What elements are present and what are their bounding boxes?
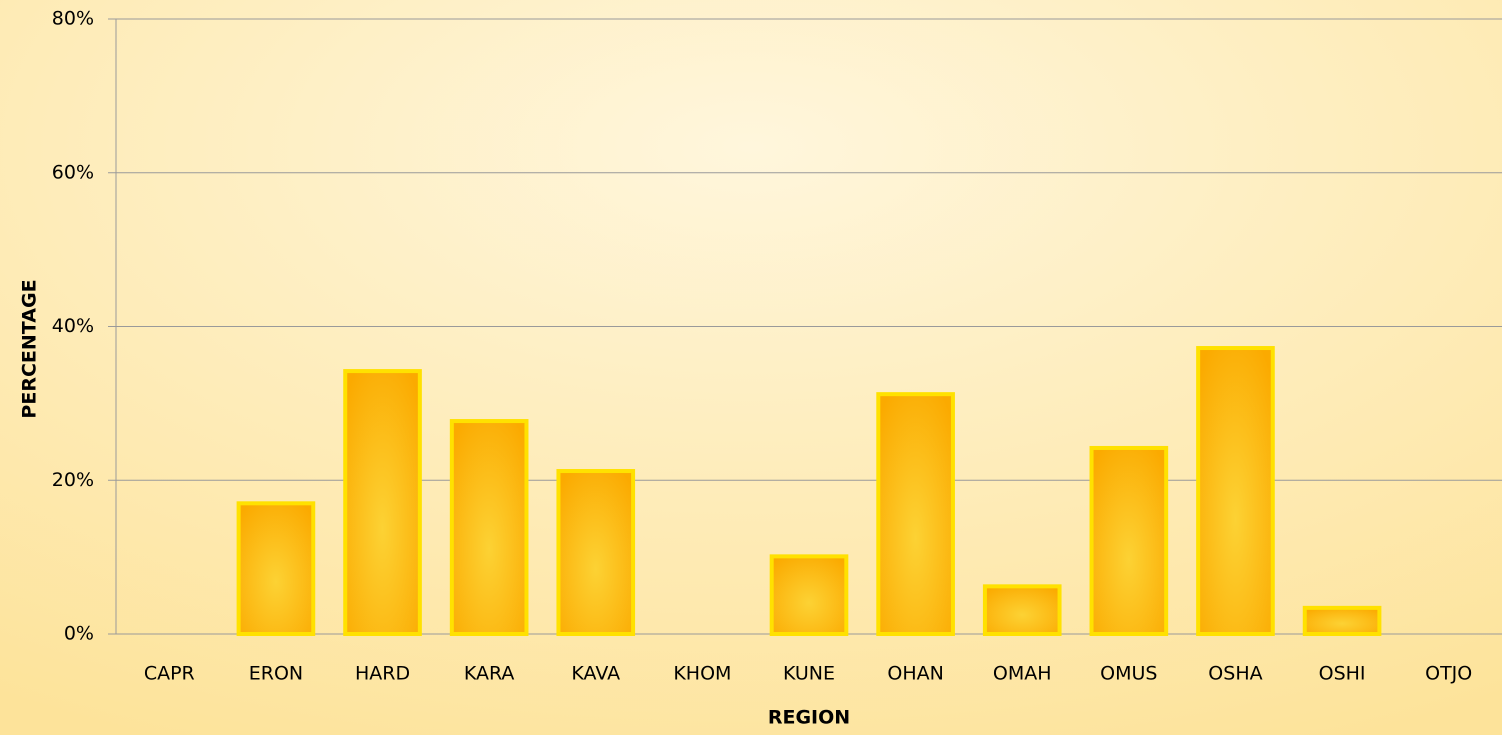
- bar: [449, 419, 529, 636]
- x-tick-label: OSHA: [1208, 663, 1262, 685]
- bar: [876, 392, 955, 636]
- x-tick-label: OMAH: [993, 663, 1052, 685]
- x-tick-label: OSHI: [1319, 663, 1366, 685]
- y-tick-label: 20%: [52, 469, 94, 491]
- y-tick-label: 0%: [64, 623, 94, 645]
- y-tick-label: 60%: [52, 161, 94, 183]
- x-axis-title: REGION: [768, 707, 850, 729]
- y-tick-label: 80%: [52, 8, 94, 30]
- y-tick-label: 40%: [52, 315, 94, 337]
- bar: [769, 554, 849, 637]
- bar: [236, 501, 316, 636]
- y-axis-title: PERCENTAGE: [19, 279, 41, 418]
- x-tick-label: HARD: [355, 663, 410, 685]
- bar: [1196, 346, 1275, 636]
- x-tick-label: OHAN: [887, 663, 943, 685]
- x-tick-label: CAPR: [144, 663, 195, 685]
- x-tick-label: ERON: [249, 663, 303, 685]
- bar: [982, 584, 1062, 637]
- x-tick-label: KUNE: [783, 663, 835, 685]
- bar: [1089, 445, 1169, 636]
- bar: [343, 369, 422, 636]
- bar: [556, 469, 636, 636]
- x-tick-label: KARA: [464, 663, 515, 685]
- x-tick-label: KHOM: [673, 663, 731, 685]
- x-tick-label: OTJO: [1425, 663, 1472, 685]
- bar: [1302, 605, 1382, 636]
- x-tick-label: OMUS: [1100, 663, 1157, 685]
- x-tick-label: KAVA: [571, 663, 620, 685]
